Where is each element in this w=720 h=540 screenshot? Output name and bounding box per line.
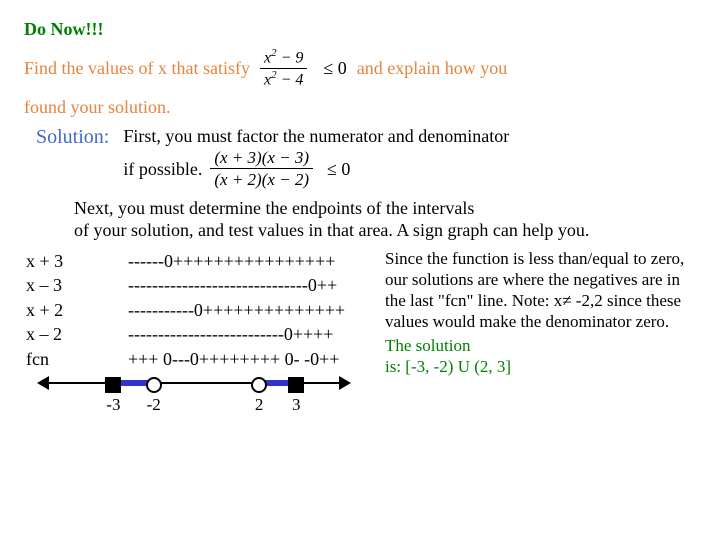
prompt-a: Find the values of x that satisfy xyxy=(24,57,250,80)
step1b: if possible. xyxy=(123,158,202,181)
endpoint-closed-icon xyxy=(105,377,121,393)
endpoint-open-icon xyxy=(251,377,267,393)
equation-1: x2 − 9 x2 − 4 xyxy=(260,47,307,91)
title: Do Now!!! xyxy=(24,19,103,39)
step2b: of your solution, and test values in tha… xyxy=(74,219,696,242)
sign-row: x + 2-----------0++++++++++++++ xyxy=(26,299,345,322)
prompt-c: found your solution. xyxy=(24,97,171,117)
answer-1: The solution xyxy=(385,336,470,355)
prompt-b: and explain how you xyxy=(357,57,507,80)
tick-label: 2 xyxy=(255,394,264,415)
sign-row: x – 3------------------------------0++ xyxy=(26,274,345,297)
sign-row: fcn+++ 0---0++++++++ 0- -0++ xyxy=(26,348,345,371)
step2a: Next, you must determine the endpoints o… xyxy=(74,197,696,220)
endpoint-open-icon xyxy=(146,377,162,393)
number-line: -3-223 xyxy=(39,376,349,404)
eq1-rhs: ≤ 0 xyxy=(323,57,346,80)
step1a: First, you must factor the numerator and… xyxy=(123,125,509,148)
sign-table: x + 3------0++++++++++++++++ x – 3------… xyxy=(24,248,347,373)
sign-row: x + 3------0++++++++++++++++ xyxy=(26,250,345,273)
equation-2: (x + 3)(x − 3) (x + 2)(x − 2) xyxy=(210,147,313,191)
endpoint-closed-icon xyxy=(288,377,304,393)
tick-label: -2 xyxy=(147,394,161,415)
explanation: Since the function is less than/equal to… xyxy=(385,248,696,333)
solution-label: Solution: xyxy=(36,125,109,150)
eq2-rhs: ≤ 0 xyxy=(327,158,350,181)
tick-label: -3 xyxy=(106,394,120,415)
answer-2: is: [-3, -2) U (2, 3] xyxy=(385,357,511,376)
sign-row: x – 2--------------------------0++++ xyxy=(26,323,345,346)
tick-label: 3 xyxy=(292,394,301,415)
